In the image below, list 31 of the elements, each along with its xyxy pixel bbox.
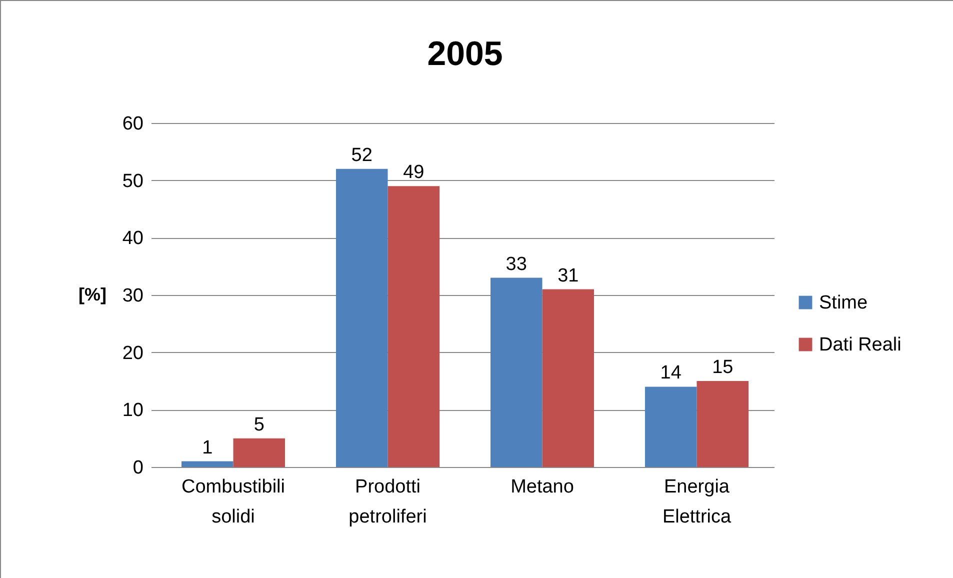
- y-tick-label: 0: [132, 458, 144, 478]
- legend-label: Stime: [819, 292, 868, 314]
- bar: [644, 386, 697, 467]
- bar: [542, 289, 594, 467]
- x-tick-label: Prodotti petroliferi: [348, 476, 427, 528]
- y-tick-label: 10: [122, 400, 144, 422]
- data-label: 15: [712, 357, 734, 378]
- x-tick-label: Metano: [510, 476, 574, 498]
- bar: [233, 438, 286, 467]
- y-axis-title: [%]: [78, 284, 106, 304]
- bar: [181, 461, 234, 467]
- data-label: 31: [558, 265, 579, 286]
- chart-title: 2005: [427, 35, 503, 73]
- y-tick-label: 60: [122, 114, 144, 134]
- y-tick-label: 20: [122, 342, 144, 364]
- bar: [696, 381, 749, 467]
- data-label: 1: [202, 437, 213, 458]
- y-tick-label: 30: [122, 286, 144, 306]
- legend-label: Dati Reali: [819, 334, 902, 356]
- data-label: 52: [351, 144, 372, 166]
- data-label: 33: [506, 254, 527, 275]
- x-tick-label: Energia Elettrica: [662, 476, 732, 528]
- y-tick-label: 40: [122, 228, 144, 250]
- data-label: 5: [254, 414, 264, 436]
- y-tick-label: 50: [122, 170, 144, 192]
- data-label: 14: [660, 362, 682, 384]
- x-tick-label: Combustibili solidi: [182, 476, 285, 528]
- data-label: 49: [403, 162, 424, 184]
- bar: [490, 278, 542, 467]
- bar: [388, 186, 440, 467]
- bar: [336, 168, 388, 467]
